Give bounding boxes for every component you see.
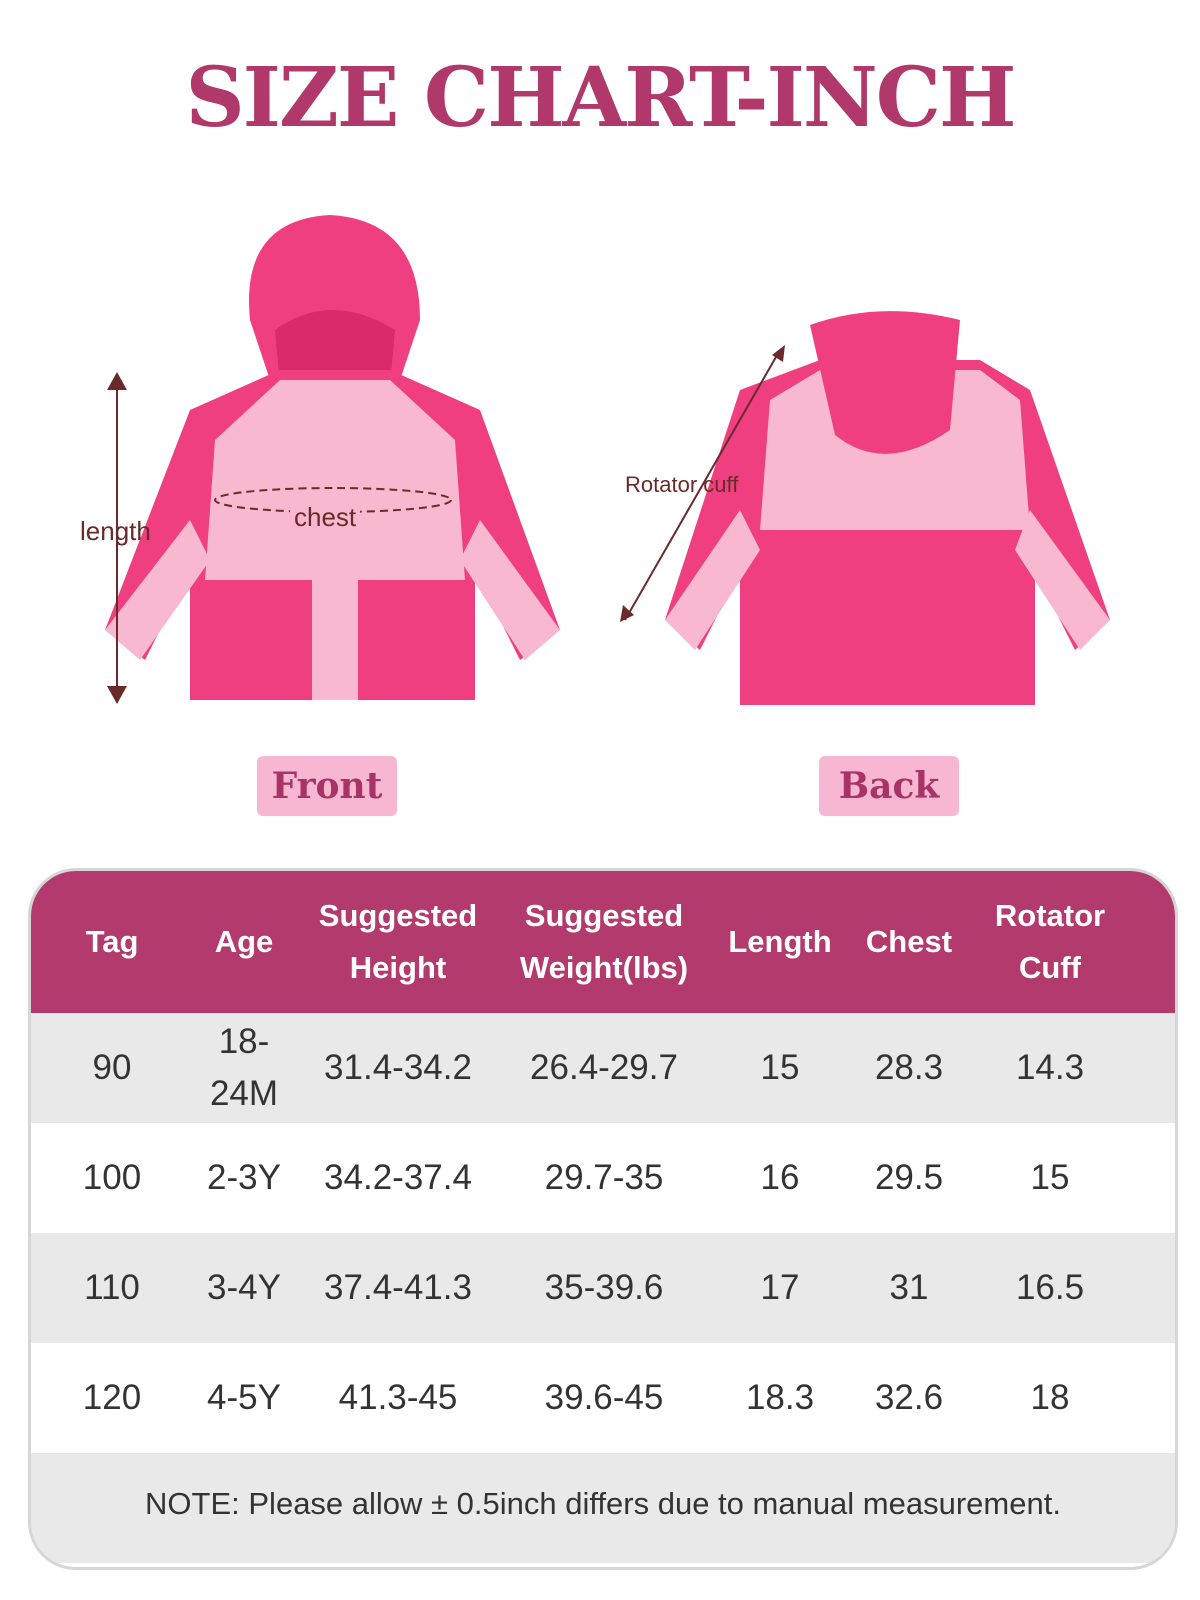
- front-label: Front: [257, 756, 397, 816]
- table-cell: 100: [82, 1158, 142, 1197]
- header-age: Age: [193, 916, 295, 968]
- size-chart-table: Tag Age Suggested Height Suggested Weight(…: [28, 868, 1178, 1570]
- table-cell: 3-4Y: [207, 1268, 281, 1307]
- table-cell: 29.7-35: [544, 1158, 664, 1197]
- table-cell: 31.4-34.2: [324, 1048, 472, 1087]
- header-rotator-cuff: Rotator Cuff: [965, 890, 1135, 994]
- table-cell: 90: [92, 1048, 132, 1087]
- table-cell: 35-39.6: [544, 1268, 664, 1307]
- table-cell: 17: [760, 1268, 800, 1307]
- table-cell: 15: [760, 1048, 800, 1087]
- table-cell: 110: [84, 1268, 140, 1307]
- header-text: Age: [214, 924, 274, 959]
- table-cell: 18: [1030, 1378, 1070, 1417]
- table-cell: 120: [82, 1378, 142, 1417]
- table-cell: 31: [889, 1268, 929, 1307]
- length-annotation: length: [80, 516, 151, 546]
- table-cell: 14.3: [1015, 1048, 1085, 1087]
- table-cell: 39.6-45: [544, 1378, 664, 1417]
- chest-annotation: chest: [290, 502, 361, 533]
- table-cell: 2-3Y: [207, 1158, 281, 1197]
- table-cell: 34.2-37.4: [324, 1158, 472, 1197]
- table-row: 90 18-24M 31.4-34.2 26.4-29.7 15 28.3 14.3: [31, 1013, 1175, 1123]
- header-suggested-height: Suggested Height: [295, 890, 501, 994]
- header-text: Height: [349, 950, 447, 985]
- front-jacket-image: [105, 215, 560, 704]
- header-text: Cuff: [1019, 950, 1081, 985]
- table-header: Tag Age Suggested Height Suggested Weight(…: [31, 871, 1175, 1013]
- table-cell: 16: [760, 1158, 800, 1197]
- table-cell: 18.3: [745, 1378, 815, 1417]
- header-chest: Chest: [853, 916, 965, 968]
- table-cell: 15: [1030, 1158, 1070, 1197]
- table-cell: 4-5Y: [207, 1378, 281, 1417]
- table-row: 120 4-5Y 41.3-45 39.6-45 18.3 32.6 18: [31, 1343, 1175, 1453]
- header-suggested-weight: Suggested Weight(lbs): [501, 890, 707, 994]
- table-cell: 26.4-29.7: [530, 1048, 678, 1087]
- table-row: 100 2-3Y 34.2-37.4 29.7-35 16 29.5 15: [31, 1123, 1175, 1233]
- header-text: Tag: [85, 924, 139, 959]
- table-cell: 18-24M: [209, 1022, 279, 1113]
- table-cell: 41.3-45: [338, 1378, 458, 1417]
- header-tag: Tag: [31, 916, 193, 968]
- header-text: Chest: [865, 924, 953, 959]
- table-cell: 32.6: [874, 1378, 944, 1417]
- table-row: 110 3-4Y 37.4-41.3 35-39.6 17 31 16.5: [31, 1233, 1175, 1343]
- header-length: Length: [707, 916, 853, 968]
- back-jacket-image: [620, 311, 1110, 705]
- page-title: SIZE CHART-INCH: [185, 50, 1016, 146]
- table-cell: 37.4-41.3: [324, 1268, 472, 1307]
- rotator-cuff-annotation: Rotator cuff: [625, 472, 739, 497]
- header-text: Length: [728, 924, 832, 959]
- header-text: Rotator: [994, 898, 1106, 933]
- table-cell: 16.5: [1015, 1268, 1085, 1307]
- table-cell: 29.5: [874, 1158, 944, 1197]
- header-text: Suggested: [524, 898, 684, 933]
- table-cell: 28.3: [874, 1048, 944, 1087]
- header-text: Suggested: [318, 898, 478, 933]
- header-text: Weight(lbs): [519, 950, 689, 985]
- back-label: Back: [819, 756, 959, 816]
- measurement-note: NOTE: Please allow ± 0.5inch differs due…: [31, 1453, 1175, 1563]
